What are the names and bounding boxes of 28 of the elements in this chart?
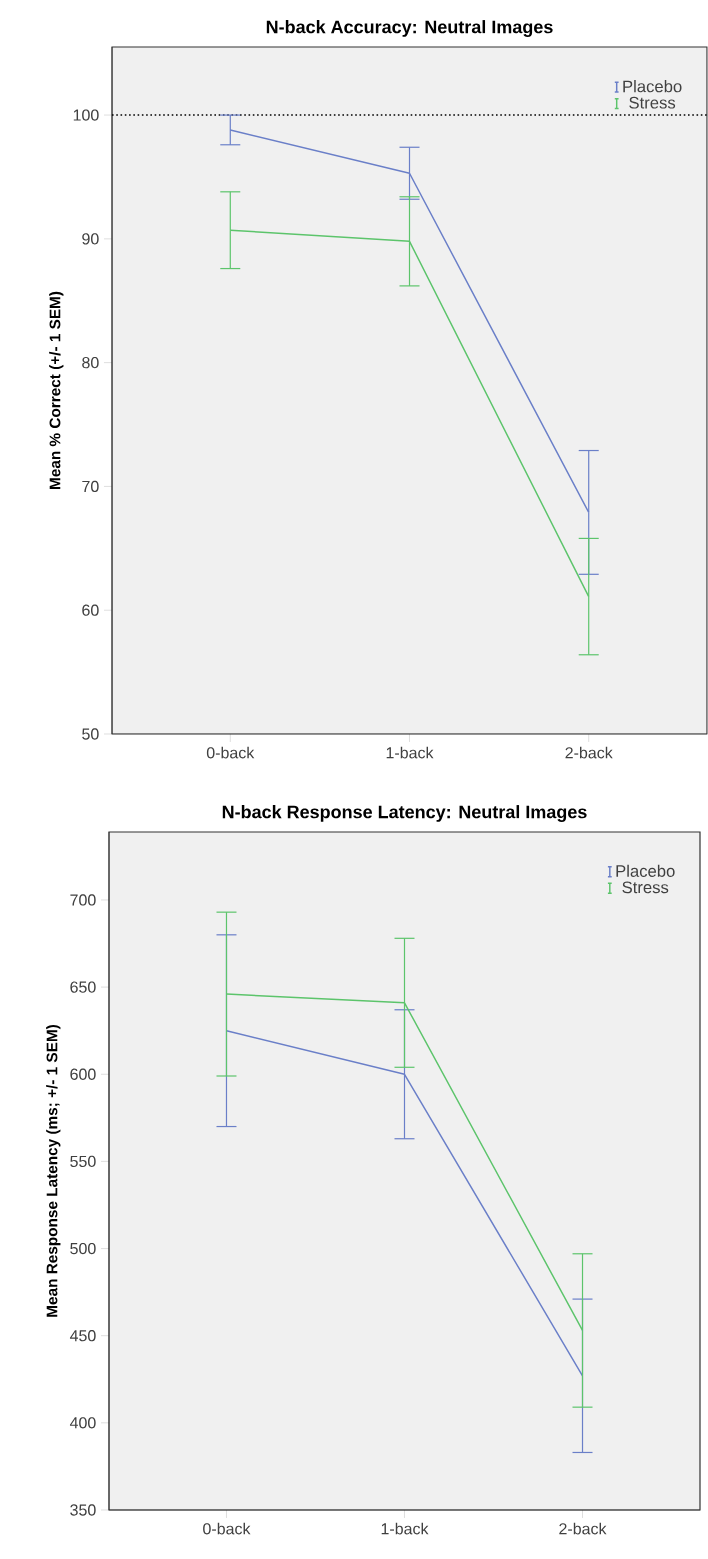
y-tick-label: 700 [70,894,96,906]
x-tick-label: 1-back [381,1522,429,1535]
legend-label: Stress [622,881,669,894]
x-tick-label: 0-back [206,746,255,759]
x-tick-label: 0-back [203,1522,251,1535]
chart-title: N-back Accuracy: Neutral Images [266,20,553,37]
legend-label: Stress [629,96,676,109]
y-axis-title: Mean % Correct (+/- 1 SEM) [49,291,64,489]
y-tick-label: 60 [82,604,99,616]
x-tick-label: 2-back [559,1522,607,1535]
y-tick-label: 350 [70,1504,96,1516]
y-tick-label: 400 [70,1417,96,1429]
legend-label: Placebo [616,864,675,877]
y-tick-label: 650 [70,981,96,993]
y-tick-label: 450 [70,1330,96,1342]
y-tick-label: 90 [82,233,99,245]
x-tick-label: 2-back [565,746,613,759]
y-tick-label: 100 [73,109,99,121]
legend-label: Placebo [623,80,682,93]
y-tick-label: 500 [70,1242,96,1255]
y-tick-label: 600 [70,1068,96,1080]
y-tick-label: 550 [70,1155,96,1168]
y-tick-label: 80 [82,356,99,369]
x-tick-label: 1-back [386,746,434,759]
chart-title: N-back Response Latency: Neutral Images [222,805,587,822]
y-axis-title: Mean Response Latency (ms; +/- 1 SEM) [46,1024,61,1317]
y-tick-label: 50 [82,728,99,740]
y-tick-label: 70 [82,480,99,493]
